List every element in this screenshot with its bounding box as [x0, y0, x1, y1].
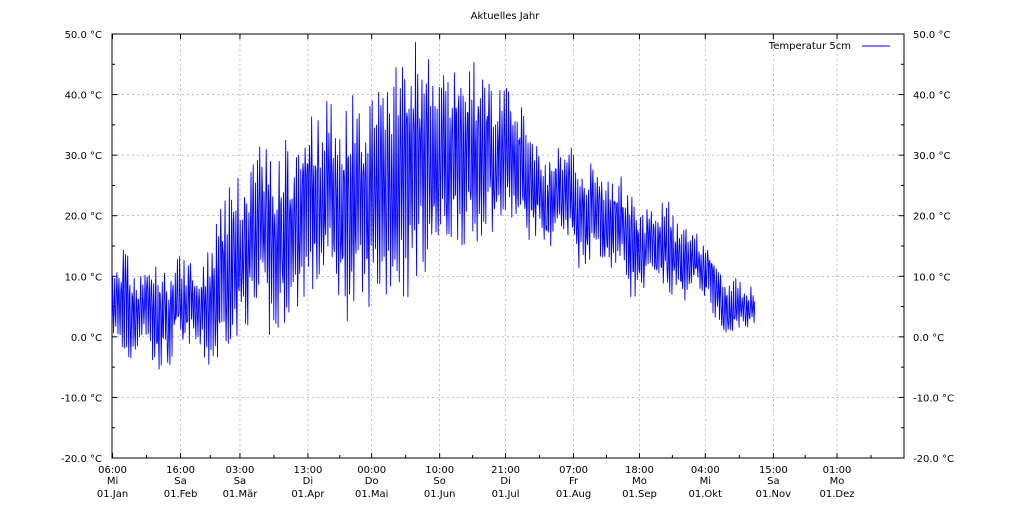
legend: Temperatur 5cm [768, 41, 890, 52]
y-tick-label: 20.0 °C [913, 212, 950, 223]
x-tick-label-day: Fr [569, 476, 579, 487]
y-axis-right: -20.0 °C -10.0 °C 0.0 °C 10.0 °C 20.0 °C 30.0… [899, 30, 954, 465]
x-tick-label-time: 13:00 [294, 465, 323, 476]
x-tick-label-day: Mi [107, 476, 118, 487]
x-tick-label-day: Mo [830, 476, 845, 487]
series-line [111, 41, 756, 370]
x-tick-label-day: Mo [632, 476, 647, 487]
y-tick-label: -20.0 °C [913, 454, 954, 465]
y-tick-label: 50.0 °C [913, 30, 950, 41]
y-tick-label: -20.0 °C [61, 454, 102, 465]
y-tick-label: 40.0 °C [65, 91, 102, 102]
y-tick-label: -10.0 °C [61, 393, 102, 404]
y-tick-label: 30.0 °C [913, 151, 950, 162]
x-tick-label-time: 10:00 [425, 465, 454, 476]
x-tick-label-day: Sa [234, 476, 246, 487]
x-tick-label-day: Di [303, 476, 313, 487]
x-tick-label-date: 01.Mai [355, 489, 388, 500]
x-tick-label-time: 21:00 [491, 465, 520, 476]
y-tick-label: 10.0 °C [913, 272, 950, 283]
x-tick-label-day: So [433, 476, 445, 487]
x-axis: 06:00Mi01.Jan16:00Sa01.Feb03:00Sa01.Mär1… [97, 34, 872, 500]
x-tick-label-time: 00:00 [357, 465, 386, 476]
x-tick-label-day: Di [500, 476, 510, 487]
y-tick-label: 0.0 °C [913, 333, 944, 344]
grid-lines [112, 34, 904, 458]
x-tick-label-time: 15:00 [759, 465, 788, 476]
x-tick-label-date: 01.Sep [622, 489, 657, 500]
x-tick-label-day: Mi [700, 476, 711, 487]
y-tick-label: 30.0 °C [65, 151, 102, 162]
series-temperatur-5cm [111, 41, 756, 370]
x-tick-label-date: 01.Jun [424, 489, 456, 500]
x-tick-label-time: 01:00 [823, 465, 852, 476]
y-tick-label: 20.0 °C [65, 212, 102, 223]
x-tick-label-date: 01.Apr [291, 489, 325, 500]
x-tick-label-time: 06:00 [98, 465, 127, 476]
x-tick-label-date: 01.Feb [164, 489, 198, 500]
y-tick-label: 10.0 °C [65, 272, 102, 283]
plot-border [111, 33, 905, 459]
x-tick-label-time: 18:00 [625, 465, 654, 476]
legend-label: Temperatur 5cm [768, 41, 851, 52]
x-tick-label-time: 16:00 [166, 465, 195, 476]
x-tick-label-date: 01.Nov [756, 489, 792, 500]
chart-title: Aktuelles Jahr [471, 11, 541, 22]
y-tick-label: 50.0 °C [65, 30, 102, 41]
x-tick-label-date: 01.Dez [819, 489, 854, 500]
y-axis-left: -20.0 °C -10.0 °C 0.0 °C 10.0 °C 20.0 °C 30.0… [61, 30, 117, 465]
x-tick-label-date: 01.Jan [97, 489, 128, 500]
x-tick-label-day: Sa [174, 476, 186, 487]
y-tick-label: 40.0 °C [913, 91, 950, 102]
x-tick-label-date: 01.Mär [223, 489, 259, 500]
x-tick-label-date: 01.Aug [556, 489, 591, 500]
x-tick-label-time: 03:00 [226, 465, 255, 476]
x-tick-label-date: 01.Okt [689, 489, 723, 500]
y-tick-label: -10.0 °C [913, 393, 954, 404]
x-tick-label-day: Sa [767, 476, 779, 487]
x-tick-label-day: Do [365, 476, 379, 487]
x-tick-label-time: 07:00 [559, 465, 588, 476]
y-tick-label: 0.0 °C [71, 333, 102, 344]
x-tick-label-time: 04:00 [691, 465, 720, 476]
x-tick-label-date: 01.Jul [492, 489, 520, 500]
